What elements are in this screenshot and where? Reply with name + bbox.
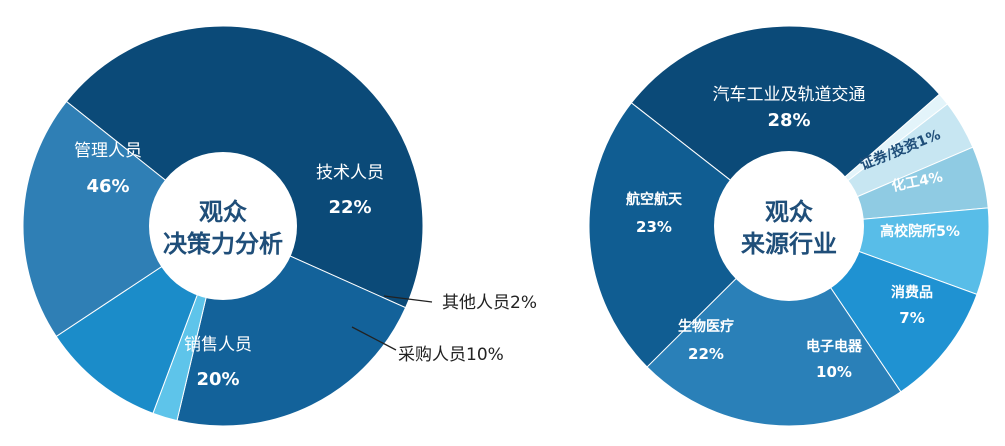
leader-line: [351, 326, 397, 351]
slice-value-label: 10%: [816, 363, 852, 381]
slice-name-label: 管理人员: [74, 141, 142, 161]
slice-value-label: 22%: [688, 345, 724, 363]
chart-center-title: 观众: [199, 198, 247, 226]
slice-name-label: 电子电器: [806, 338, 863, 355]
donut-center: [149, 152, 297, 300]
pie-slice: [22, 100, 224, 338]
slice-name-label: 汽车工业及轨道交通: [713, 85, 866, 105]
slice-outside-label: 其他人员2%: [442, 293, 537, 313]
chart-center-title: 来源行业: [741, 230, 837, 258]
pie-slice: [588, 102, 790, 368]
slice-value-label: 46%: [86, 176, 129, 197]
slice-outside-label: 采购人员10%: [398, 345, 504, 365]
slice-name-label: 技术人员: [316, 163, 384, 183]
slice-value-label: 28%: [767, 110, 810, 131]
pie-slice: [646, 225, 902, 427]
slice-value-label: 7%: [899, 309, 924, 327]
chart-center-title: 决策力分析: [163, 230, 283, 258]
leader-line: [383, 295, 433, 303]
slice-name-label: 销售人员: [184, 335, 252, 355]
slice-name-label: 生物医疗: [678, 318, 734, 335]
slice-value-label: 23%: [636, 218, 672, 236]
slice-name-label: 航空航天: [626, 191, 683, 208]
donut-center: [714, 151, 864, 301]
chart-center-title: 观众: [765, 198, 813, 226]
pie-slice: [630, 25, 941, 227]
slice-label: 高校院所5%: [880, 223, 960, 240]
slice-value-label: 20%: [196, 369, 239, 390]
pie-chart-source-industry: 观众来源行业汽车工业及轨道交通28%证券/投资1%化工4%高校院所5%消费品7%…: [588, 25, 990, 427]
slice-value-label: 22%: [328, 197, 371, 218]
slice-name-label: 消费品: [891, 284, 933, 301]
